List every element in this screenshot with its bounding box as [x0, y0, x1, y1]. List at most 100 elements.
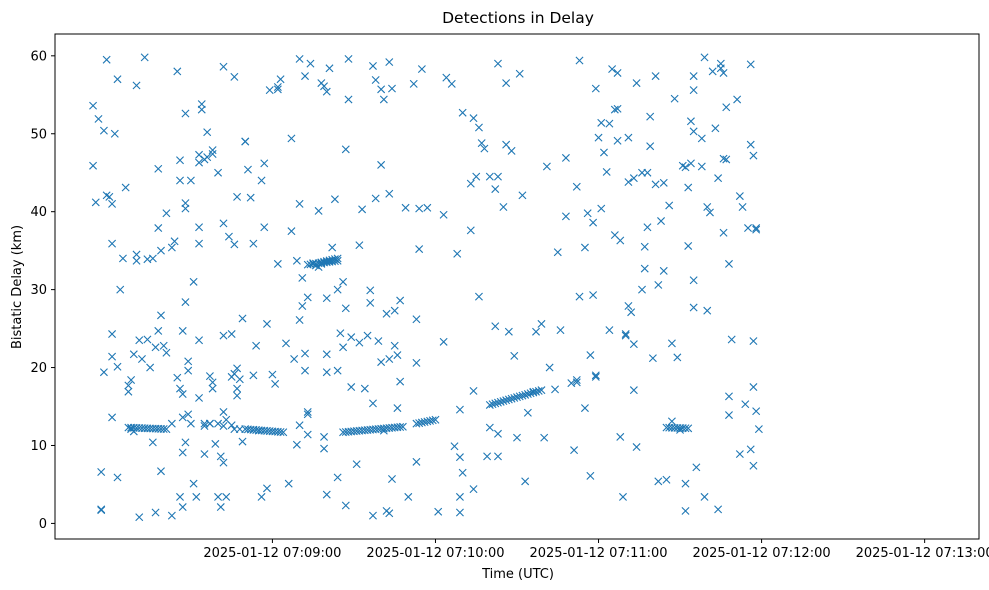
- data-point: [344, 95, 353, 104]
- data-point: [466, 226, 475, 235]
- data-point: [377, 358, 386, 367]
- data-point: [689, 303, 698, 312]
- data-point: [379, 95, 388, 104]
- data-point: [719, 154, 728, 163]
- data-point: [241, 137, 250, 146]
- data-point: [333, 285, 342, 294]
- data-point: [502, 140, 511, 149]
- data-point: [724, 411, 733, 420]
- data-point: [518, 191, 527, 200]
- data-point: [643, 223, 652, 232]
- data-point: [249, 371, 258, 380]
- data-point: [670, 94, 679, 103]
- data-point: [303, 430, 312, 439]
- data-point: [146, 363, 155, 372]
- data-point: [689, 86, 698, 95]
- data-point: [613, 136, 622, 145]
- data-point: [156, 311, 165, 320]
- data-point: [181, 438, 190, 447]
- data-point: [219, 407, 228, 416]
- data-point: [602, 167, 611, 176]
- data-point: [214, 419, 223, 428]
- data-point: [105, 192, 114, 201]
- data-point: [627, 308, 636, 317]
- data-point: [570, 446, 579, 455]
- data-point: [485, 400, 494, 409]
- data-point: [233, 192, 242, 201]
- data-point: [412, 358, 421, 367]
- data-point: [474, 123, 483, 132]
- data-point: [746, 140, 755, 149]
- data-point: [322, 294, 331, 303]
- data-point: [339, 277, 348, 286]
- data-point: [173, 373, 182, 382]
- data-point: [608, 65, 617, 74]
- data-point: [91, 198, 100, 207]
- data-point: [692, 463, 701, 472]
- data-point: [507, 146, 516, 155]
- data-point: [377, 85, 386, 94]
- data-point: [472, 172, 481, 181]
- data-point: [529, 388, 538, 397]
- data-point: [322, 350, 331, 359]
- data-point: [148, 438, 157, 447]
- data-point: [184, 410, 193, 419]
- data-point: [513, 433, 521, 442]
- data-point: [401, 203, 410, 212]
- data-point: [654, 477, 663, 486]
- data-point: [137, 354, 146, 363]
- data-point: [409, 79, 418, 88]
- data-point: [526, 389, 535, 398]
- data-point: [154, 224, 163, 233]
- data-point: [273, 85, 282, 94]
- data-point: [507, 394, 516, 403]
- data-point: [235, 375, 244, 384]
- data-point: [173, 67, 182, 76]
- data-point: [208, 384, 217, 393]
- y-tick-label: 20: [30, 361, 47, 376]
- data-point: [322, 368, 331, 377]
- data-point: [333, 254, 342, 263]
- data-point: [624, 133, 633, 142]
- data-point: [385, 189, 394, 198]
- data-point: [257, 492, 266, 501]
- data-point: [396, 423, 405, 432]
- data-point: [148, 254, 157, 263]
- plot-area: [54, 33, 980, 540]
- data-point: [393, 351, 402, 360]
- data-point: [488, 400, 497, 409]
- data-point: [455, 405, 464, 414]
- data-point: [306, 59, 315, 68]
- data-point: [491, 399, 500, 408]
- data-point: [97, 506, 106, 515]
- data-point: [455, 508, 464, 517]
- data-point: [227, 421, 236, 430]
- y-tick-label: 0: [39, 517, 47, 532]
- data-point: [744, 224, 752, 233]
- data-point: [181, 109, 190, 118]
- data-point: [178, 448, 187, 457]
- data-point: [733, 95, 742, 104]
- data-point: [684, 183, 693, 192]
- data-point: [208, 378, 217, 387]
- data-point: [591, 84, 600, 93]
- data-point: [496, 397, 505, 406]
- data-point: [722, 155, 731, 164]
- data-point: [200, 422, 209, 430]
- data-point: [714, 505, 723, 514]
- data-point: [387, 475, 396, 483]
- data-point: [108, 239, 117, 248]
- data-point: [450, 442, 459, 451]
- data-point: [385, 58, 394, 67]
- data-point: [689, 127, 698, 136]
- data-point: [749, 383, 758, 392]
- data-point: [203, 128, 212, 137]
- data-point: [572, 182, 581, 191]
- data-point: [295, 421, 304, 430]
- data-point: [716, 59, 725, 68]
- data-point: [176, 156, 185, 165]
- data-point: [262, 319, 271, 328]
- data-point: [540, 433, 549, 442]
- data-point: [197, 100, 206, 109]
- data-point: [355, 338, 364, 347]
